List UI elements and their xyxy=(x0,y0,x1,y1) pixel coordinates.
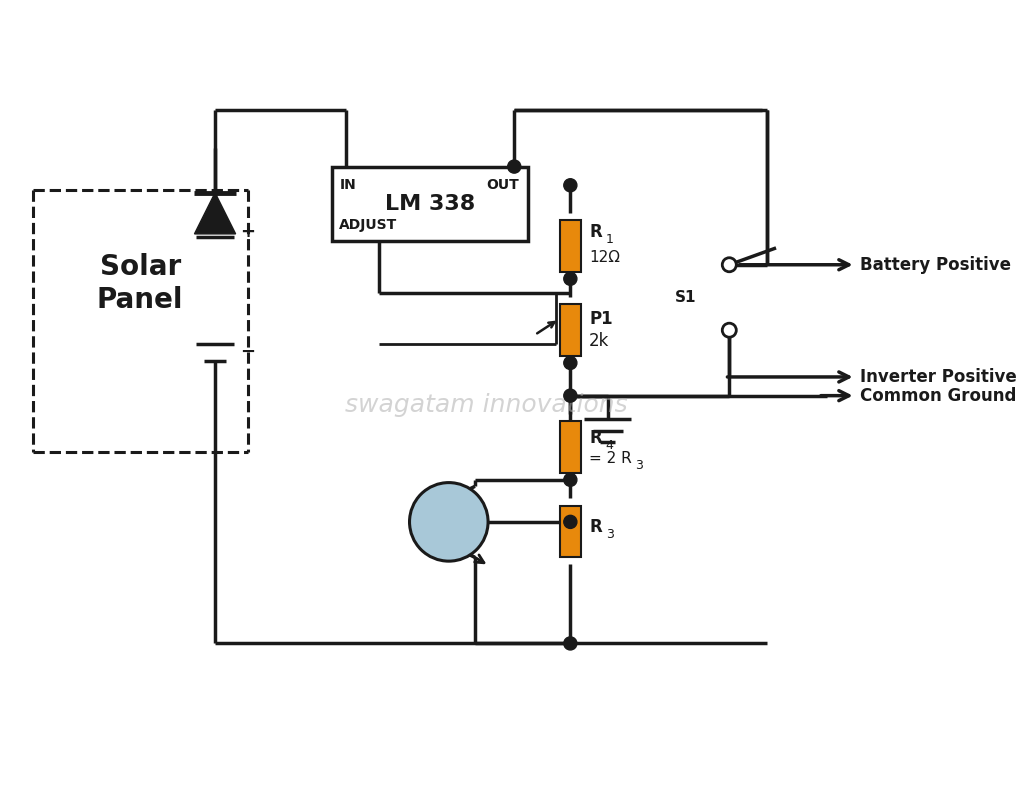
Text: LM 338: LM 338 xyxy=(385,194,475,214)
FancyBboxPatch shape xyxy=(560,305,581,356)
Circle shape xyxy=(722,258,737,272)
FancyBboxPatch shape xyxy=(560,220,581,272)
FancyBboxPatch shape xyxy=(560,505,581,557)
Text: +: + xyxy=(241,223,255,241)
Circle shape xyxy=(722,323,737,337)
Text: R: R xyxy=(589,428,602,447)
Text: −: − xyxy=(241,343,255,360)
FancyBboxPatch shape xyxy=(560,421,581,473)
Text: IN: IN xyxy=(340,178,356,192)
Text: OUT: OUT xyxy=(487,178,519,192)
Circle shape xyxy=(564,637,576,650)
Circle shape xyxy=(409,483,488,561)
Text: 2k: 2k xyxy=(589,332,609,351)
Text: Solar
Panel: Solar Panel xyxy=(97,254,184,313)
Circle shape xyxy=(564,272,576,285)
Circle shape xyxy=(564,515,576,528)
Circle shape xyxy=(507,160,521,173)
Text: Battery Positive: Battery Positive xyxy=(860,256,1011,274)
Text: P1: P1 xyxy=(589,310,613,328)
Text: 3: 3 xyxy=(635,459,643,472)
Circle shape xyxy=(564,389,576,403)
Text: 1: 1 xyxy=(606,233,614,246)
Text: 12Ω: 12Ω xyxy=(589,249,620,265)
Text: = 2 R: = 2 R xyxy=(589,451,632,466)
Text: Inverter Positive: Inverter Positive xyxy=(860,368,1016,386)
Text: R: R xyxy=(589,518,602,535)
Text: 4: 4 xyxy=(606,439,614,452)
Text: swagatam innovations: swagatam innovations xyxy=(345,393,627,417)
Text: 3: 3 xyxy=(606,527,614,540)
Text: ADJUST: ADJUST xyxy=(340,218,398,232)
Text: R: R xyxy=(589,223,602,241)
FancyBboxPatch shape xyxy=(332,167,528,241)
Circle shape xyxy=(564,179,576,192)
Circle shape xyxy=(564,473,576,486)
Text: Common Ground: Common Ground xyxy=(860,386,1016,405)
Text: S1: S1 xyxy=(676,290,696,305)
Polygon shape xyxy=(194,193,236,234)
Circle shape xyxy=(564,356,576,369)
